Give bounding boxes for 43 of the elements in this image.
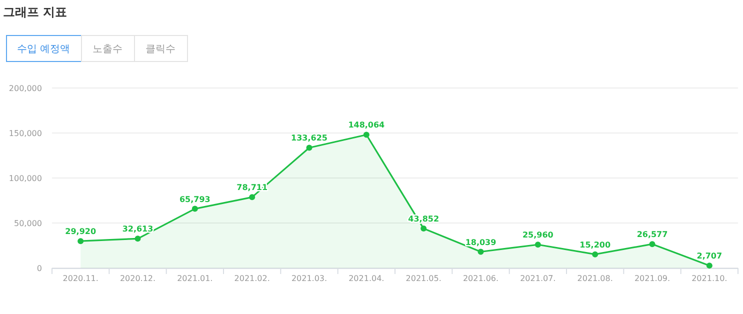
data-label: 133,625 bbox=[291, 134, 328, 143]
point bbox=[363, 132, 370, 138]
y-tick-label: 50,000 bbox=[14, 219, 42, 228]
x-tick-label: 2021.08. bbox=[577, 274, 613, 283]
x-tick-label: 2021.06. bbox=[462, 274, 499, 283]
point bbox=[78, 238, 84, 244]
point bbox=[306, 144, 312, 151]
y-tick-label: 150,000 bbox=[8, 129, 42, 138]
text: 수입 예정액 bbox=[16, 44, 70, 55]
point bbox=[649, 241, 656, 248]
x-tick-label: 2021.10. bbox=[692, 274, 728, 283]
text: 클릭수 bbox=[146, 44, 176, 55]
point bbox=[478, 248, 484, 255]
x-tick-label: 2021.07. bbox=[520, 274, 556, 283]
data-label: 26,577 bbox=[636, 230, 668, 240]
point bbox=[534, 242, 541, 248]
x-tick-label: 2021.09. bbox=[634, 274, 670, 283]
data-label: 65,793 bbox=[179, 194, 210, 204]
data-label: 18,039 bbox=[465, 238, 497, 247]
data-label: 32,613 bbox=[122, 224, 154, 234]
y-tick-label: 200,000 bbox=[8, 84, 42, 93]
x-tick-label: 2020.11. bbox=[62, 274, 98, 283]
x-tick-label: 2021.02. bbox=[234, 274, 270, 283]
point bbox=[420, 226, 427, 232]
point bbox=[249, 194, 256, 200]
data-label: 2,707 bbox=[696, 252, 722, 261]
data-label: 25,960 bbox=[522, 230, 554, 240]
x-tick-label: 2021.04. bbox=[348, 274, 384, 283]
data-label: 148,064 bbox=[348, 120, 386, 130]
point bbox=[592, 251, 598, 258]
x-tick-label: 2020.12. bbox=[120, 274, 156, 283]
text: 노출수 bbox=[92, 44, 122, 55]
data-label: 29,920 bbox=[65, 227, 96, 236]
data-label: 15,200 bbox=[580, 240, 611, 250]
y-tick-label: 100,000 bbox=[8, 174, 42, 183]
x-tick-label: 2021.03. bbox=[291, 274, 328, 283]
y-tick-label: 0 bbox=[36, 264, 42, 273]
point bbox=[706, 262, 712, 269]
point bbox=[134, 236, 141, 242]
chart-title: 그래프 지표 bbox=[3, 5, 68, 19]
point bbox=[192, 206, 198, 212]
x-tick-label: 2021.01. bbox=[177, 274, 213, 283]
x-tick-label: 2021.05. bbox=[406, 274, 442, 283]
